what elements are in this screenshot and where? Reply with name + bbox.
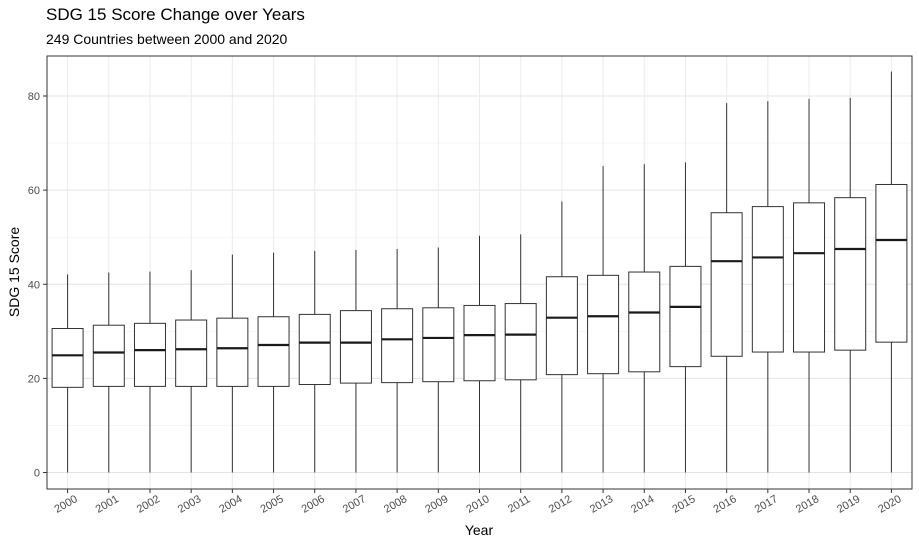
box-iqr (628, 271, 661, 373)
box-iqr (133, 322, 166, 387)
box-iqr (381, 308, 414, 384)
box-2007 (339, 249, 372, 473)
y-tick-label: 0 (34, 468, 40, 480)
x-tick-label: 2012 (547, 493, 574, 516)
box-iqr (422, 307, 455, 383)
x-tick-label: 2006 (300, 493, 327, 516)
box-2004 (216, 254, 249, 473)
box-iqr (339, 310, 372, 384)
x-tick-label: 2000 (52, 493, 79, 516)
box-iqr (175, 319, 208, 387)
box-2017 (751, 101, 784, 473)
boxes (51, 71, 908, 473)
x-tick-label: 2020 (876, 493, 903, 516)
box-2008 (381, 248, 414, 473)
box-iqr (216, 317, 249, 387)
y-tick-label: 20 (28, 373, 40, 385)
box-2015 (669, 162, 702, 473)
box-iqr (875, 183, 908, 343)
box-2005 (257, 252, 290, 473)
box-iqr (669, 265, 702, 368)
box-2012 (545, 201, 578, 473)
x-axis-title: Year (465, 522, 494, 538)
box-iqr (793, 202, 826, 353)
box-2018 (793, 98, 826, 473)
box-iqr (463, 304, 496, 382)
x-tick-label: 2005 (258, 493, 285, 516)
chart-title: SDG 15 Score Change over Years (46, 5, 305, 24)
box-2002 (133, 271, 166, 473)
chart-subtitle: 249 Countries between 2000 and 2020 (46, 31, 288, 47)
box-2019 (834, 97, 867, 473)
x-tick-label: 2011 (506, 493, 532, 515)
x-axis: 2000 2001 2002 2003 2004 2005 2006 2007 2008 2009… (52, 489, 904, 516)
x-tick-label: 2003 (176, 493, 203, 516)
x-tick-label: 2019 (835, 493, 862, 516)
box-2011 (504, 234, 537, 473)
box-iqr (834, 197, 867, 351)
x-tick-label: 2017 (753, 493, 780, 516)
box-2009 (422, 247, 455, 473)
y-axis-title: SDG 15 Score (6, 227, 22, 317)
box-iqr (257, 316, 290, 387)
box-2010 (463, 235, 496, 473)
box-2001 (92, 272, 125, 473)
x-tick-label: 2014 (629, 493, 656, 516)
box-iqr (51, 328, 84, 388)
box-2006 (298, 250, 331, 473)
box-2020 (875, 71, 908, 473)
x-tick-label: 2004 (217, 493, 244, 516)
x-tick-label: 2018 (794, 493, 821, 516)
x-tick-label: 2008 (382, 493, 409, 516)
box-2014 (628, 164, 661, 473)
box-2000 (51, 274, 84, 473)
y-tick-label: 60 (28, 185, 40, 197)
box-2013 (587, 166, 620, 473)
box-iqr (710, 212, 743, 357)
x-tick-label: 2010 (464, 493, 491, 516)
y-tick-label: 40 (28, 279, 40, 291)
x-tick-label: 2001 (94, 493, 121, 516)
x-tick-label: 2013 (588, 493, 615, 516)
x-tick-label: 2007 (341, 493, 368, 516)
y-axis: 0 20 40 60 80 (28, 91, 47, 480)
box-2016 (710, 103, 743, 473)
box-iqr (92, 324, 125, 387)
box-2003 (175, 270, 208, 473)
box-iqr (298, 313, 331, 386)
y-tick-label: 80 (28, 91, 40, 103)
x-tick-label: 2002 (135, 493, 162, 516)
x-tick-label: 2016 (712, 493, 739, 516)
box-iqr (504, 303, 537, 381)
box-iqr (587, 274, 620, 375)
box-iqr (751, 206, 784, 353)
box-iqr (545, 276, 578, 376)
x-tick-label: 2009 (423, 493, 450, 516)
x-tick-label: 2015 (670, 493, 697, 516)
